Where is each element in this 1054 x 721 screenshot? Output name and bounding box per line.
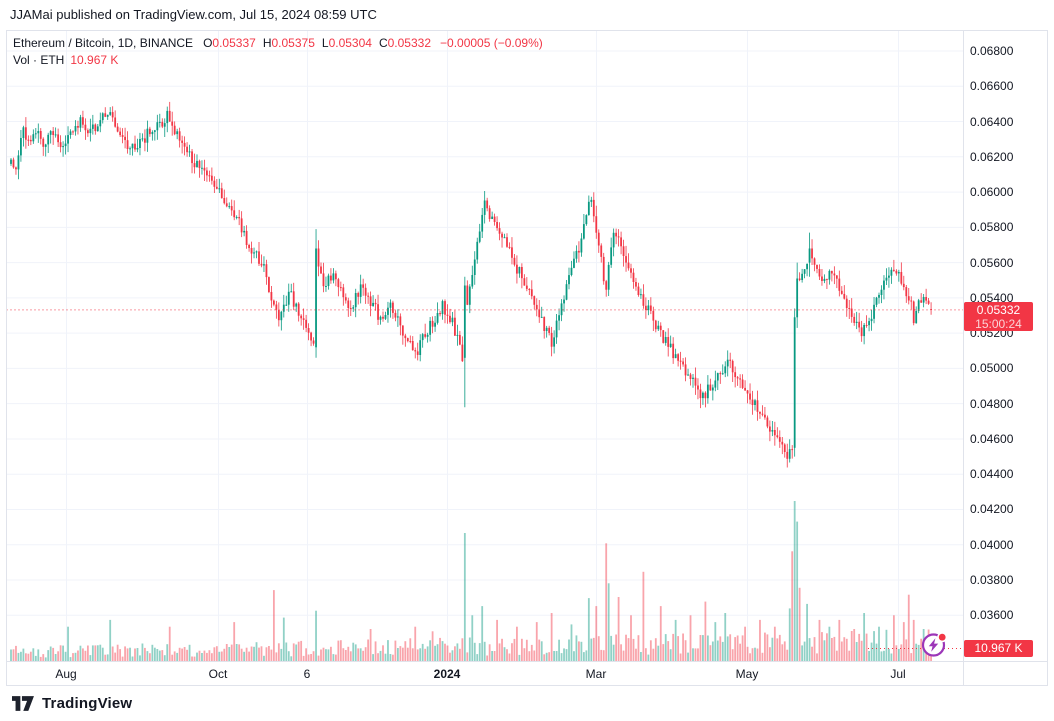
bar-countdown: 15:00:24 xyxy=(975,317,1022,331)
open-key: O xyxy=(203,36,213,50)
open-value: 0.05337 xyxy=(212,36,256,50)
footer-brand-text: TradingView xyxy=(42,695,133,712)
volume-key: Vol · ETH xyxy=(13,53,65,67)
price-tick-label: 0.05000 xyxy=(970,361,1014,375)
low-value: 0.05304 xyxy=(328,36,372,50)
boost-button[interactable] xyxy=(918,629,950,661)
lightning-bolt-glyph xyxy=(928,638,939,652)
price-tick-label: 0.04400 xyxy=(970,467,1014,481)
notification-dot xyxy=(938,633,946,641)
close-key: C xyxy=(378,36,388,50)
price-tick-label: 0.06000 xyxy=(970,185,1014,199)
low-key: L xyxy=(321,36,329,50)
last-price-value: 0.05332 xyxy=(976,303,1021,317)
price-tick-label: 0.06600 xyxy=(970,79,1014,93)
price-tick-label: 0.06400 xyxy=(970,115,1014,129)
tradingview-logo-icon xyxy=(12,696,34,711)
symbol-legend[interactable]: Ethereum / Bitcoin, 1D, BINANCE O0.05337 H… xyxy=(13,36,543,50)
price-tick-label: 0.03600 xyxy=(970,608,1014,622)
high-value: 0.05375 xyxy=(271,36,315,50)
volume-value: 10.967 K xyxy=(70,53,119,67)
price-tick-label: 0.05400 xyxy=(970,291,1014,305)
change-value: −0.00005 (−0.09%) xyxy=(440,36,543,50)
attribution-text: JJAMai published on TradingView.com, Jul… xyxy=(10,7,377,22)
price-tick-label: 0.06800 xyxy=(970,44,1014,58)
time-tick-label: May xyxy=(735,667,759,681)
time-tick-label: Oct xyxy=(208,667,228,681)
price-tick-label: 0.03800 xyxy=(970,573,1014,587)
high-key: H xyxy=(262,36,272,50)
lightning-badge-icon xyxy=(921,632,948,657)
time-tick-label: Mar xyxy=(585,667,607,681)
time-tick-label: Aug xyxy=(55,667,77,681)
close-value: 0.05332 xyxy=(387,36,432,50)
price-tick-label: 0.05600 xyxy=(970,256,1014,270)
time-tick-label: 2024 xyxy=(433,667,461,681)
symbol-title: Ethereum / Bitcoin, 1D, BINANCE xyxy=(13,36,194,50)
time-tick-label: 6 xyxy=(303,667,311,681)
price-tick-label: 0.04800 xyxy=(970,397,1014,411)
footer-branding[interactable]: TradingView xyxy=(12,695,132,712)
price-tick-label: 0.05800 xyxy=(970,220,1014,234)
volume-legend[interactable]: Vol · ETH 10.967 K xyxy=(13,53,118,67)
price-tick-label: 0.04600 xyxy=(970,432,1014,446)
price-tick-label: 0.04200 xyxy=(970,502,1014,516)
time-tick-label: Jul xyxy=(890,667,906,681)
price-tick-label: 0.06200 xyxy=(970,150,1014,164)
last-volume-label: 10.967 K xyxy=(964,640,1033,657)
last-price-label: 0.05332 15:00:24 xyxy=(964,302,1033,331)
price-tick-label: 0.04000 xyxy=(970,538,1014,552)
